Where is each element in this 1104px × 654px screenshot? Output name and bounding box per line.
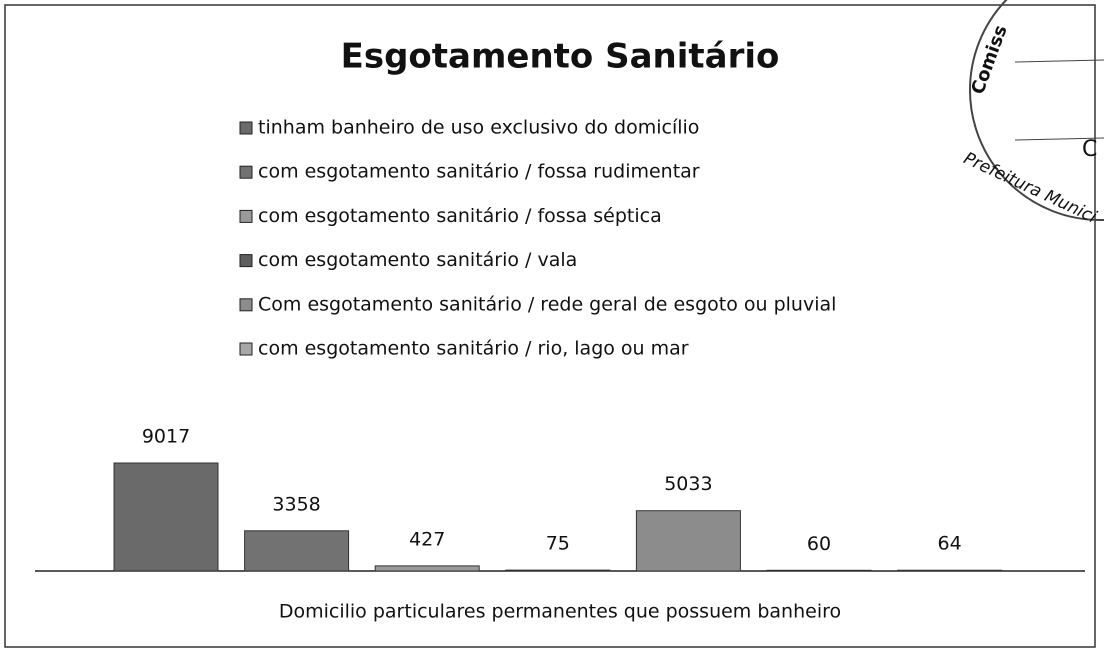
stamp [969,0,1104,221]
legend-label: tinham banheiro de uso exclusivo do domi… [258,117,699,139]
legend-swatch [239,298,253,312]
stamp-ring [969,0,1104,221]
bar [374,565,480,572]
data-label: 9017 [142,426,190,448]
legend-label: com esgotamento sanitário / vala [258,249,577,271]
stamp-line [1014,59,1104,63]
chart-title: Esgotamento Sanitário [341,37,780,77]
bar [505,569,611,572]
legend-label: com esgotamento sanitário / rio, lago ou… [258,338,689,360]
bar [766,569,872,572]
data-label: 75 [546,533,570,555]
data-label: 5033 [664,473,712,495]
data-label: 60 [807,533,831,555]
bar [244,530,350,572]
bar [113,462,219,572]
data-label: 64 [938,533,962,555]
bar [635,510,741,572]
legend-label: com esgotamento sanitário / fossa rudime… [258,161,700,183]
bar [897,569,1003,572]
data-label: 427 [409,528,445,550]
legend-label: Com esgotamento sanitário / rede geral d… [258,293,836,315]
legend-swatch [239,121,253,135]
legend-swatch [239,165,253,179]
data-label: 3358 [272,493,320,515]
legend-swatch [239,209,253,223]
x-axis-label: Domicilio particulares permanentes que p… [279,601,841,623]
legend-swatch [239,342,253,356]
legend-label: com esgotamento sanitário / fossa séptic… [258,205,662,227]
stamp-text: C [1082,137,1097,162]
stamp-line [1014,137,1104,141]
legend-swatch [239,254,253,268]
